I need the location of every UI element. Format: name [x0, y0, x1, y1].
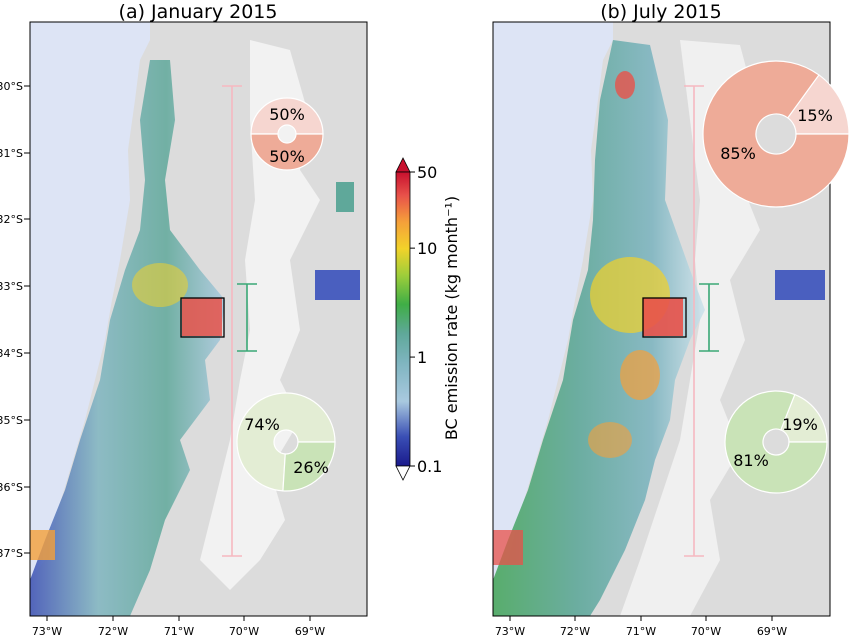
panel-b-north-spot	[615, 71, 635, 99]
panel-b-pink-range-bar	[684, 85, 704, 557]
pieB1-label-0: 15%	[797, 106, 833, 125]
colorbar: 50 10 1 0.1 BC emission rate (kg month⁻¹)	[395, 157, 461, 481]
colorbar-ticks: 50 10 1 0.1	[410, 163, 442, 476]
panel-a-lat-labels: 30°S 31°S 32°S 33°S 34°S 35°S 36°S 37°S	[0, 80, 30, 560]
pieA2-label-1: 26%	[293, 458, 329, 477]
lon-label: 72°W	[560, 625, 590, 638]
pieB2-label-1: 81%	[733, 451, 769, 470]
lat-label: 33°S	[0, 280, 23, 293]
lon-label: 70°W	[229, 625, 259, 638]
panel-a-title: (a) January 2015	[119, 1, 278, 23]
panel-b-lon-labels: 73°W 72°W 71°W 70°W 69°W	[495, 616, 787, 638]
panel-a-pie-lower: 74% 26%	[236, 392, 336, 492]
panel-a-santiago-box	[180, 297, 225, 338]
panel-a: (a) January 2015 50%50% 74%26% 30°S31°S3…	[0, 1, 368, 638]
colorbar-tick-label: 50	[417, 163, 437, 182]
colorbar-max-extend	[395, 157, 411, 173]
colorbar-label: BC emission rate (kg month⁻¹)	[442, 196, 461, 440]
panel-b-pie-lower: 19% 81%	[724, 390, 828, 494]
pieB2-slice-0	[780, 393, 828, 443]
panel-a-andes-light	[200, 40, 320, 590]
panel-a-frame	[29, 21, 368, 617]
panel-b-orange-2	[588, 422, 632, 458]
panel-b-frame	[492, 21, 831, 617]
panel-a-pie-upper: 50% 50%	[250, 97, 324, 171]
pieA1-label-0: 50%	[269, 105, 305, 124]
pieB1-label-1: 85%	[720, 144, 756, 163]
colorbar-tick-label: 0.1	[417, 457, 442, 476]
lat-label: 35°S	[0, 414, 23, 427]
lon-label: 73°W	[495, 625, 525, 638]
lon-label: 69°W	[757, 625, 787, 638]
lat-label: 36°S	[0, 481, 23, 494]
lat-label: 32°S	[0, 213, 23, 226]
colorbar-tick-label: 1	[417, 348, 427, 367]
pieB2-slice-1	[724, 390, 828, 494]
panel-b-title: (b) July 2015	[600, 1, 722, 23]
lat-label: 30°S	[0, 80, 23, 93]
panel-b-pie-upper: 15% 85%	[702, 60, 850, 208]
panel-a-sw-patch	[30, 530, 55, 560]
panel-a-green-range-bar	[237, 283, 257, 352]
pieB1-slice-1	[702, 60, 850, 208]
lon-label: 69°W	[295, 625, 325, 638]
pieA2-slice-0	[236, 392, 336, 492]
panel-a-map	[30, 22, 367, 616]
panel-a-east-patch-1	[336, 182, 354, 212]
panel-a-lon-labels: 73°W 72°W 71°W 70°W 69°W	[32, 616, 325, 638]
panel-b-emission-strip	[493, 40, 705, 616]
pieA2-slice-1	[282, 441, 336, 492]
panel-a-east-patch-2	[315, 270, 360, 300]
colorbar-gradient	[395, 171, 411, 467]
panel-a-pink-range-bar	[222, 85, 242, 557]
lat-label: 31°S	[0, 147, 23, 160]
lon-label: 72°W	[98, 625, 128, 638]
colorbar-tick-label: 10	[417, 239, 437, 258]
panel-b: (b) July 2015 15%85% 19%81% 7	[492, 1, 850, 638]
panel-b-hotspot	[643, 298, 683, 336]
lon-label: 70°W	[691, 625, 721, 638]
panel-a-emission-strip	[30, 60, 225, 616]
pieA2-label-0: 74%	[244, 415, 280, 434]
lat-label: 37°S	[0, 547, 23, 560]
panel-b-ocean	[493, 22, 613, 580]
colorbar-min-extend	[395, 465, 411, 481]
panel-b-orange-1	[620, 350, 660, 400]
lon-label: 71°W	[626, 625, 656, 638]
panel-b-santiago-box	[642, 297, 687, 338]
panel-b-map	[493, 22, 830, 616]
pieA1-label-1: 50%	[269, 147, 305, 166]
pieA1-slice-0	[250, 97, 324, 135]
panel-a-ocean	[30, 22, 150, 580]
lat-label: 34°S	[0, 347, 23, 360]
pieB2-label-0: 19%	[782, 415, 818, 434]
panel-b-green-range-bar	[699, 283, 719, 352]
lon-label: 73°W	[32, 625, 62, 638]
panel-b-sw-patch	[493, 530, 523, 565]
panel-a-yellow-area	[132, 263, 188, 307]
pieA1-slice-1	[250, 133, 324, 171]
panel-a-hotspot	[182, 298, 222, 336]
lon-label: 71°W	[164, 625, 194, 638]
panel-b-east-patch	[775, 270, 825, 300]
